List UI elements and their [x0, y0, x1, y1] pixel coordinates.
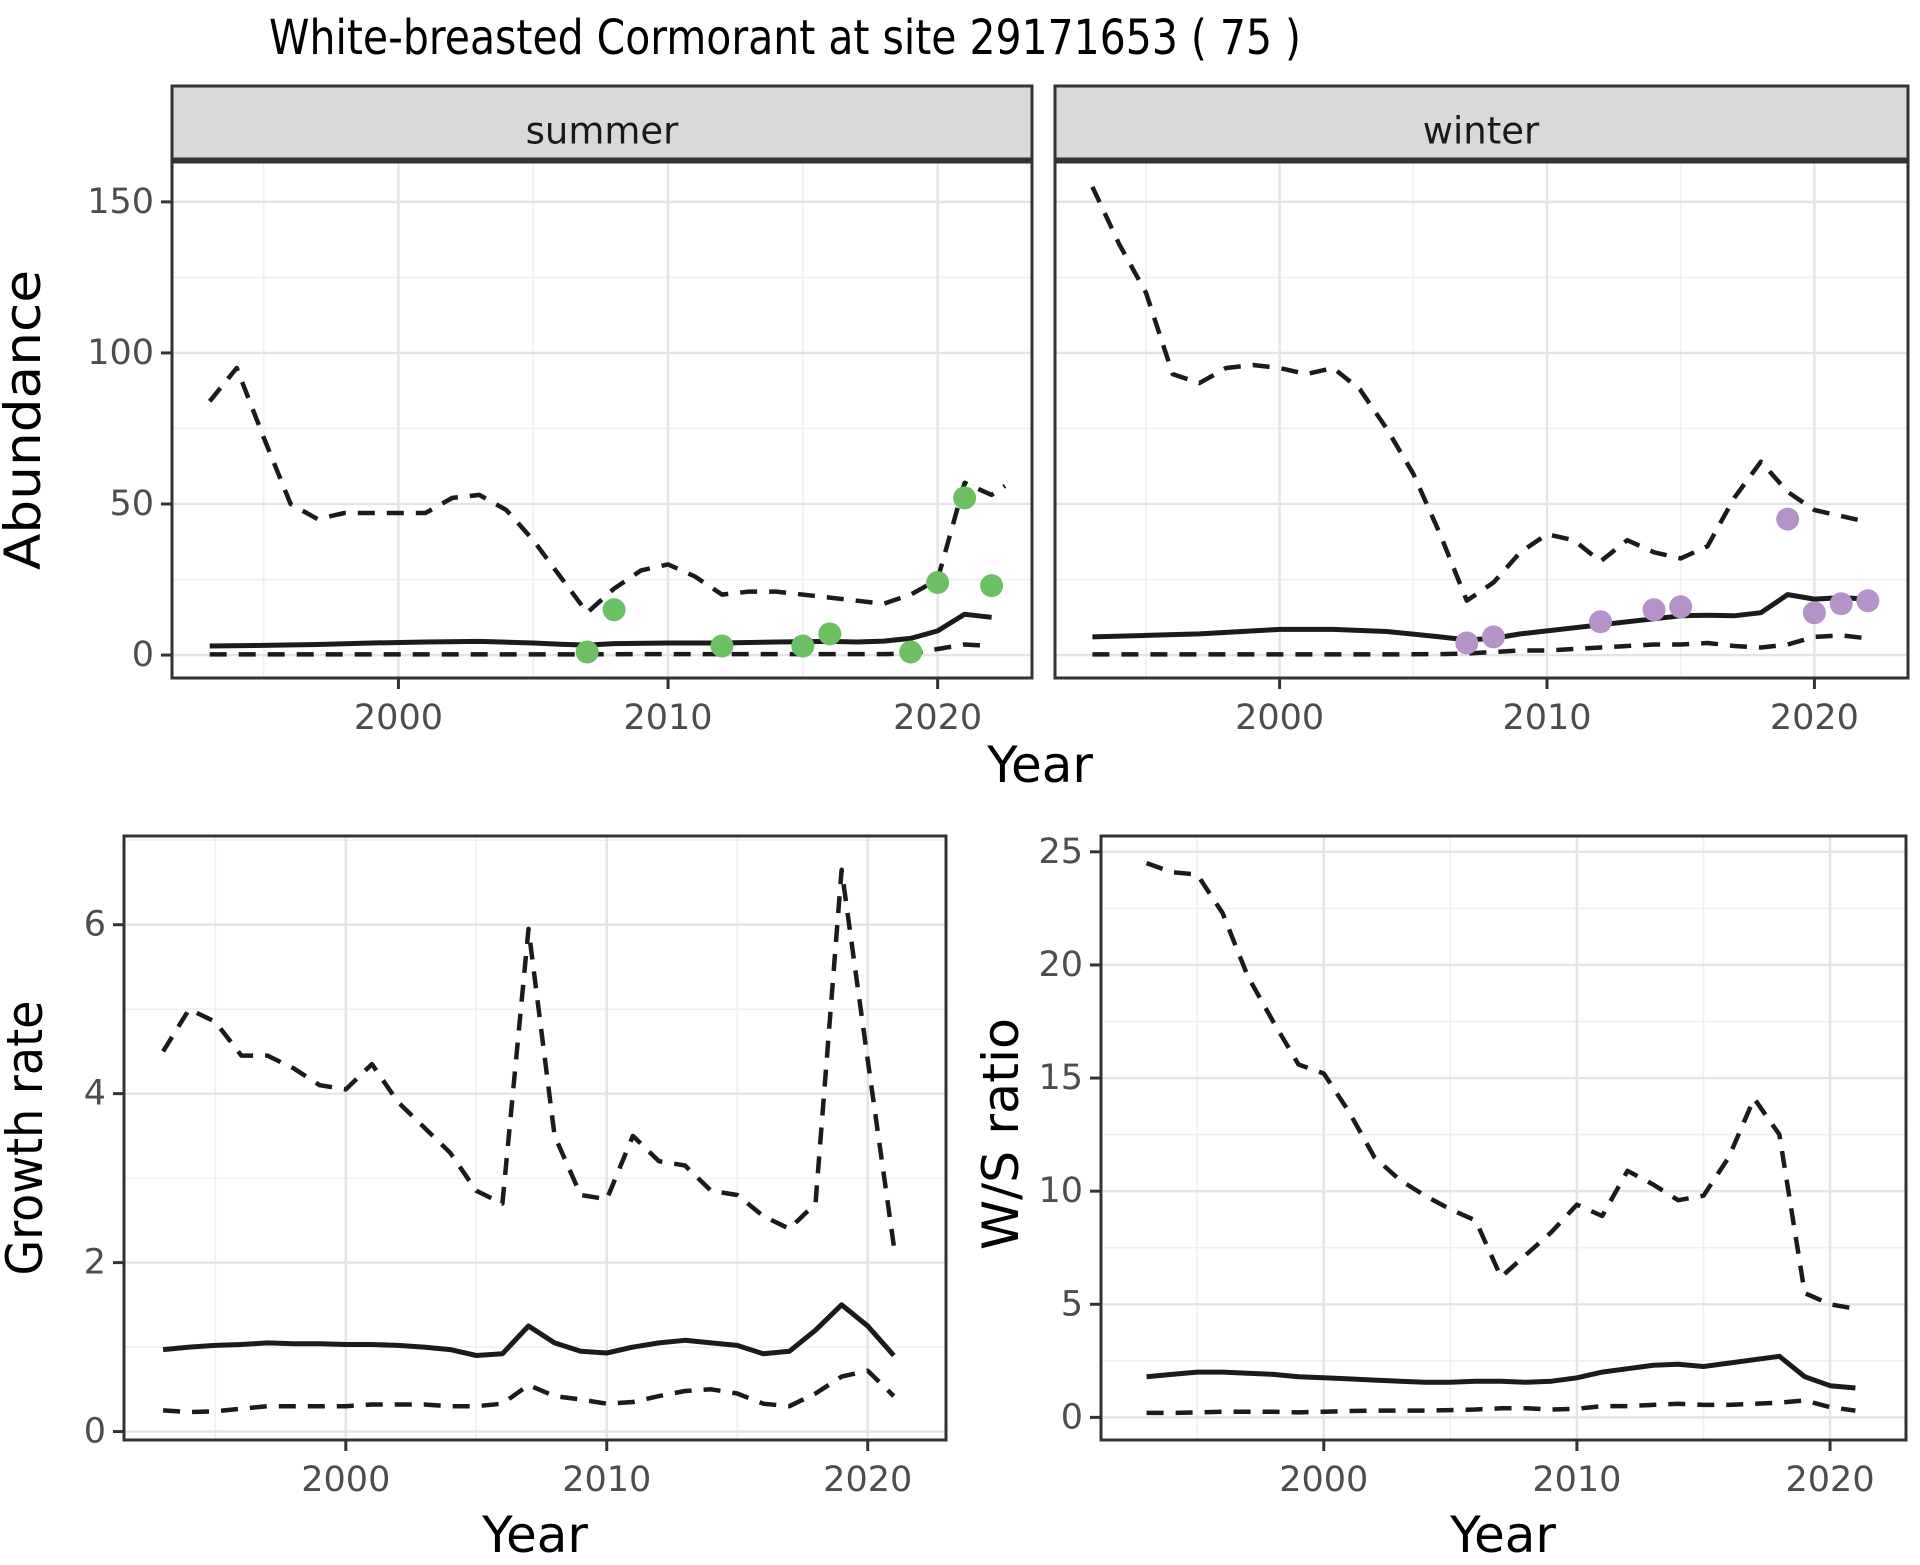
- growth-rate-y-axis-title: Growth rate: [0, 1001, 54, 1276]
- y-tick-label: 10: [1038, 1171, 1083, 1211]
- y-tick-label: 15: [1038, 1058, 1083, 1098]
- x-tick-label: 2010: [562, 1460, 651, 1500]
- observation-point: [575, 640, 599, 664]
- y-tick-label: 5: [1061, 1284, 1083, 1324]
- series-line-mean: [1146, 1353, 1856, 1391]
- series-line-upper-ci: [1145, 860, 1856, 1312]
- y-tick-label: 100: [87, 333, 154, 373]
- growth-rate-x-axis-title: Year: [481, 1506, 588, 1560]
- y-tick-label: 2: [84, 1243, 106, 1283]
- observation-point: [926, 571, 950, 594]
- series-group: [161, 867, 897, 1415]
- series-group: [1145, 860, 1856, 1416]
- x-tick-label: 2010: [624, 698, 713, 738]
- panel-background: [124, 836, 946, 1440]
- ws-ratio-y-axis-title: W/S ratio: [972, 1018, 1030, 1250]
- panel-frame: [122, 834, 948, 1442]
- observation-point: [980, 574, 1004, 598]
- series-line-lower-ci: [162, 1368, 896, 1415]
- chart-title: White-breasted Cormorant at site 2917165…: [269, 10, 1301, 66]
- y-tick-label: 6: [84, 905, 106, 945]
- panel-frame: [1053, 160, 1910, 680]
- y-tick-label: 20: [1038, 945, 1083, 985]
- series-group: [207, 365, 1007, 664]
- observation-point: [953, 486, 977, 510]
- series-line-mean: [162, 1302, 896, 1358]
- observation-point: [1856, 589, 1880, 613]
- observation-point: [1776, 507, 1800, 531]
- strip-label-winter: winter: [1423, 110, 1540, 153]
- abundance-x-axis-title: Year: [986, 736, 1093, 794]
- abundance-y-axis-title: Abundance: [0, 270, 52, 570]
- observation-point: [602, 598, 626, 622]
- series-line-mean: [209, 611, 992, 649]
- x-tick-label: 2000: [1235, 698, 1324, 738]
- series-line-lower-ci: [1092, 633, 1869, 657]
- panel-growth-rate: 2000 2010 2020 0 2 4 6: [84, 834, 948, 1500]
- series-line-upper-ci: [207, 365, 1007, 615]
- y-tick-label: 0: [1061, 1397, 1083, 1437]
- panel-frame: [170, 160, 1034, 680]
- series-line-upper-ci: [161, 867, 897, 1247]
- observation-point: [710, 634, 734, 658]
- y-tick-label: 50: [109, 484, 154, 524]
- x-tick-label: 2000: [301, 1460, 390, 1500]
- observation-point: [1669, 595, 1693, 619]
- ws-ratio-x-axis-title: Year: [1449, 1506, 1556, 1560]
- x-tick-label: 2010: [1502, 698, 1591, 738]
- series-line-mean: [1092, 592, 1869, 643]
- panel-frame: [1099, 834, 1908, 1442]
- panel-winter: 2000 2010 2020: [1053, 84, 1910, 738]
- panel-background: [172, 162, 1032, 678]
- observation-point: [791, 634, 815, 658]
- observation-point: [1589, 610, 1612, 634]
- x-tick-label: 2020: [1786, 1460, 1875, 1500]
- observation-point: [1802, 601, 1826, 625]
- y-tick-label: 25: [1038, 832, 1083, 872]
- observation-point: [818, 622, 842, 646]
- observation-point: [1642, 598, 1666, 622]
- panel-background: [1055, 162, 1908, 678]
- observation-point: [899, 640, 923, 664]
- y-tick-label: 0: [84, 1412, 106, 1452]
- panel-summer: 2000 2010 2020 0 50 100 150: [87, 84, 1034, 738]
- x-tick-label: 2000: [1279, 1460, 1368, 1500]
- series-line-lower-ci: [1146, 1398, 1856, 1416]
- observation-point: [1482, 625, 1505, 649]
- series-line-upper-ci: [1090, 185, 1869, 603]
- x-tick-label: 2010: [1532, 1460, 1621, 1500]
- panel-background: [1101, 836, 1906, 1440]
- panel-w-s-ratio: 2000 2010 2020 0 5 10 15 20 25: [1038, 832, 1908, 1500]
- y-tick-label: 150: [87, 182, 154, 222]
- strip-label-summer: summer: [526, 110, 680, 153]
- x-tick-label: 2020: [893, 698, 982, 738]
- x-tick-label: 2020: [1770, 698, 1859, 738]
- facet-strip: [1053, 84, 1910, 161]
- facet-strip: [170, 84, 1034, 161]
- x-tick-label: 2000: [354, 698, 443, 738]
- observation-point: [1455, 631, 1479, 655]
- series-line-lower-ci: [209, 642, 992, 657]
- y-tick-label: 0: [132, 635, 154, 675]
- observation-point: [1829, 592, 1853, 616]
- series-group: [1090, 185, 1880, 657]
- y-tick-label: 4: [84, 1074, 106, 1114]
- x-tick-label: 2020: [823, 1460, 912, 1500]
